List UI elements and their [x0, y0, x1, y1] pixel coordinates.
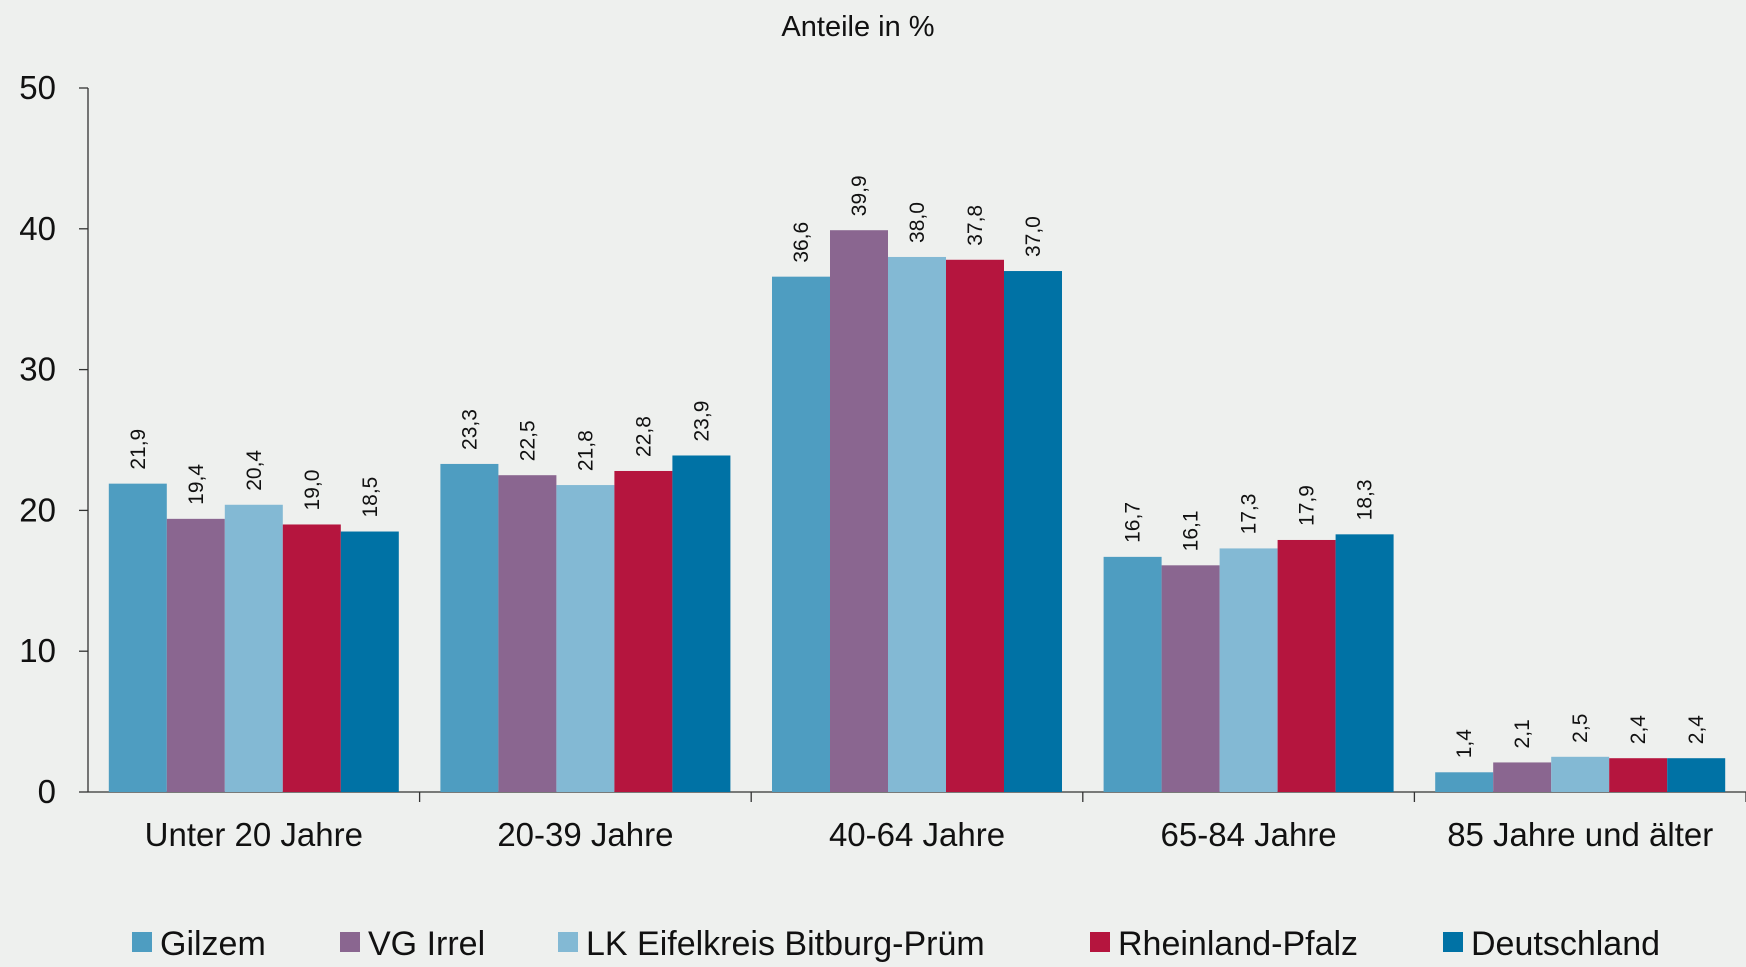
- data-label: 17,9: [1296, 485, 1319, 526]
- x-category-label: 40-64 Jahre: [829, 816, 1005, 853]
- data-label: 37,8: [964, 205, 987, 246]
- bar: [1667, 758, 1726, 792]
- bar: [166, 518, 225, 792]
- bar: [946, 259, 1004, 792]
- legend-swatch: [558, 932, 578, 952]
- data-label: 23,3: [458, 409, 481, 450]
- y-tick-label: 10: [19, 632, 56, 669]
- bar: [282, 524, 341, 792]
- y-tick-label: 50: [19, 69, 56, 106]
- bar: [1103, 556, 1162, 792]
- bar: [440, 463, 499, 792]
- data-label: 21,9: [127, 429, 150, 470]
- bar: [614, 470, 673, 792]
- x-category-label: Unter 20 Jahre: [145, 816, 363, 853]
- data-label: 2,1: [1511, 719, 1534, 748]
- bars: [108, 230, 1726, 793]
- data-label: 19,4: [185, 464, 208, 505]
- data-label: 22,8: [632, 416, 655, 457]
- y-tick-label: 30: [19, 351, 56, 388]
- x-category-label: 85 Jahre und älter: [1447, 816, 1713, 853]
- data-label: 36,6: [790, 222, 813, 263]
- bar: [1551, 756, 1610, 792]
- y-tick-label: 0: [38, 773, 56, 810]
- data-label: 2,5: [1569, 714, 1592, 743]
- data-label: 23,9: [690, 401, 713, 442]
- data-labels: 21,9 23,3 36,6 16,7 1,4 19,4 22,5 39,9 16,1 2,1 20…: [127, 175, 1708, 758]
- data-label: 16,1: [1180, 510, 1203, 551]
- legend-label: LK Eifelkreis Bitburg-Prüm: [586, 925, 985, 963]
- data-label: 38,0: [906, 202, 929, 243]
- legend-label: Gilzem: [160, 925, 266, 963]
- bar: [224, 504, 283, 792]
- bar: [1609, 758, 1668, 792]
- legend-swatch: [1443, 932, 1463, 952]
- data-label: 17,3: [1238, 494, 1261, 535]
- bar: [498, 475, 557, 792]
- chart-title: Anteile in %: [781, 11, 934, 43]
- legend-label: VG Irrel: [368, 925, 485, 963]
- bar: [1219, 548, 1278, 792]
- x-category-label: 20-39 Jahre: [497, 816, 673, 853]
- data-label: 19,0: [301, 470, 324, 511]
- x-category-label: 65-84 Jahre: [1161, 816, 1337, 853]
- data-label: 2,4: [1627, 715, 1650, 745]
- bar: [1335, 534, 1394, 792]
- bar: [830, 230, 888, 792]
- bar: [1435, 772, 1494, 792]
- legend-swatch: [340, 932, 360, 952]
- bar: [1493, 762, 1552, 792]
- bar: [888, 256, 946, 793]
- bar: [1277, 539, 1336, 792]
- axes: 0 10 20 30 40 50 Unter 20 Jahre 20-39 Jahre 40-6…: [19, 69, 1746, 853]
- bar: [556, 485, 615, 792]
- bar: [1004, 271, 1062, 792]
- legend-swatch: [132, 932, 152, 952]
- bar: [772, 276, 830, 792]
- data-label: 21,8: [574, 430, 597, 471]
- legend-label: Rheinland-Pfalz: [1118, 925, 1358, 963]
- bar: [672, 455, 731, 792]
- legend: Gilzem VG Irrel LK Eifelkreis Bitburg-Prüm…: [132, 925, 1660, 963]
- legend-label: Deutschland: [1471, 925, 1660, 963]
- data-label: 1,4: [1453, 729, 1476, 759]
- y-tick-label: 40: [19, 210, 56, 247]
- data-label: 18,5: [359, 477, 382, 518]
- data-label: 16,7: [1122, 502, 1145, 543]
- data-label: 39,9: [848, 175, 871, 216]
- bar: [1161, 565, 1220, 792]
- data-label: 2,4: [1685, 715, 1708, 745]
- data-label: 37,0: [1022, 216, 1045, 257]
- data-label: 18,3: [1354, 479, 1377, 520]
- bar: [108, 483, 167, 792]
- legend-swatch: [1090, 932, 1110, 952]
- data-label: 22,5: [516, 420, 539, 461]
- y-tick-label: 20: [19, 491, 56, 528]
- data-label: 20,4: [243, 450, 266, 491]
- bar: [340, 531, 399, 792]
